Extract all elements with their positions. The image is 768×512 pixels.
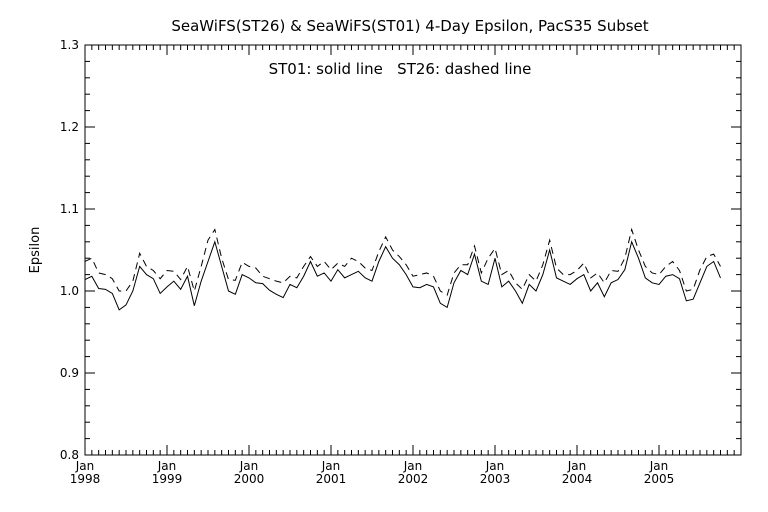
y-tick-label: 1.3 [60, 38, 79, 52]
y-tick-label: 0.8 [60, 448, 79, 462]
x-tick-month: Jan [403, 459, 423, 473]
y-tick-label: 1.1 [60, 202, 79, 216]
chart-title: SeaWiFS(ST26) & SeaWiFS(ST01) 4-Day Epsi… [171, 17, 648, 35]
y-axis-label: Epsilon [28, 227, 43, 274]
plot-frame [84, 44, 742, 456]
series-style-note: ST01: solid line ST26: dashed line [269, 60, 532, 78]
x-tick-month: Jan [485, 459, 505, 473]
y-tick-label: 0.9 [60, 366, 79, 380]
x-tick-month: Jan [239, 459, 259, 473]
series-layer [84, 227, 721, 311]
series-line-st01 [84, 240, 721, 311]
x-tick-year: 2000 [234, 472, 265, 486]
y-tick-label: 1.0 [60, 284, 79, 298]
x-tick-year: 1999 [152, 472, 183, 486]
x-tick-year: 2001 [316, 472, 347, 486]
x-tick-month: Jan [75, 459, 95, 473]
x-tick-month: Jan [567, 459, 587, 473]
x-axis: Jan1998Jan1999Jan2000Jan2001Jan2002Jan20… [70, 45, 735, 486]
x-tick-month: Jan [157, 459, 177, 473]
x-tick-month: Jan [649, 459, 669, 473]
x-tick-year: 2005 [644, 472, 675, 486]
x-tick-year: 2003 [480, 472, 511, 486]
x-tick-year: 2002 [398, 472, 429, 486]
y-tick-label: 1.2 [60, 120, 79, 134]
y-axis: 0.8 0.9 1.0 1.1 1.2 1.3 [60, 38, 741, 462]
x-tick-month: Jan [321, 459, 341, 473]
x-tick-year: 2004 [562, 472, 593, 486]
series-line-st26 [84, 227, 721, 296]
x-tick-year: 1998 [70, 472, 101, 486]
